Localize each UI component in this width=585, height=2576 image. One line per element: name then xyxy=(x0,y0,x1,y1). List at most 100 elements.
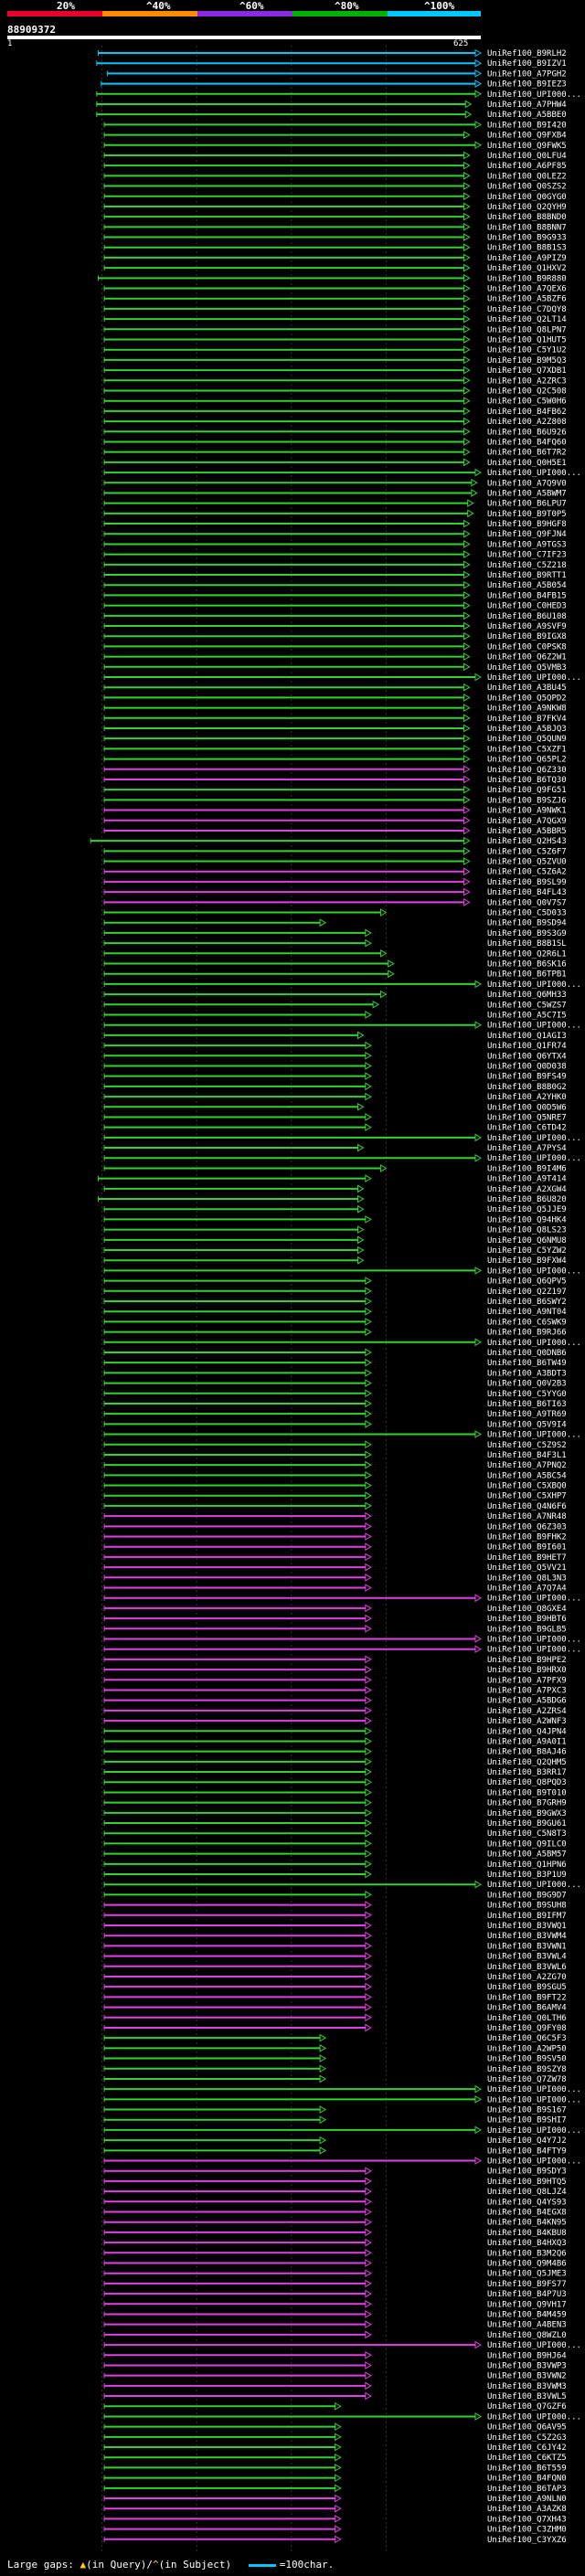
hit-label[interactable]: UniRef100_Q0H5E1 xyxy=(487,459,567,468)
hit-row[interactable]: UniRef100_A5BC54 xyxy=(103,1470,567,1480)
hit-label[interactable]: UniRef100_B4KBU8 xyxy=(487,2229,567,2238)
hit-label[interactable]: UniRef100_Q9M4B6 xyxy=(487,2259,567,2268)
hit-row[interactable]: UniRef100_A7Q9V0 xyxy=(103,478,567,488)
hit-label[interactable]: UniRef100_B9IFM7 xyxy=(487,1912,567,1921)
hit-row[interactable]: UniRef100_A7PFX9 xyxy=(103,1675,567,1685)
hit-label[interactable]: UniRef100_Q2QHM5 xyxy=(487,1758,567,1767)
hit-label[interactable]: UniRef100_A5BBR5 xyxy=(487,827,567,836)
hit-label[interactable]: UniRef100_C5Z9S2 xyxy=(487,1441,567,1450)
hit-label[interactable]: UniRef100_B9S3G9 xyxy=(487,929,567,938)
hit-label[interactable]: UniRef100_Q4JPN4 xyxy=(487,1727,567,1736)
hit-row[interactable]: UniRef100_Q65PL2 xyxy=(103,755,567,765)
hit-label[interactable]: UniRef100_A7PYS4 xyxy=(487,1144,567,1153)
hit-label[interactable]: UniRef100_C5W0H6 xyxy=(487,398,567,407)
hit-row[interactable]: UniRef100_UPI000... xyxy=(103,1338,581,1348)
hit-label[interactable]: UniRef100_B6TI63 xyxy=(487,1400,567,1409)
hit-row[interactable]: UniRef100_C7IF23 xyxy=(103,550,567,560)
hit-label[interactable]: UniRef100_A2YHK0 xyxy=(487,1093,567,1102)
hit-label[interactable]: UniRef100_B3VWQ1 xyxy=(487,1922,567,1931)
hit-label[interactable]: UniRef100_B9HGF8 xyxy=(487,520,567,529)
hit-row[interactable]: UniRef100_B4P7U3 xyxy=(103,2289,567,2299)
hit-label[interactable]: UniRef100_C7DQY8 xyxy=(487,305,567,314)
hit-label[interactable]: UniRef100_B4KN95 xyxy=(487,2219,567,2228)
hit-row[interactable]: UniRef100_C5Y1U2 xyxy=(103,345,567,355)
hit-row[interactable]: UniRef100_B3VWQ1 xyxy=(103,1921,567,1931)
hit-row[interactable]: UniRef100_C5YYG0 xyxy=(103,1389,567,1399)
hit-label[interactable]: UniRef100_A2WP50 xyxy=(487,2044,567,2053)
hit-row[interactable]: UniRef100_Q2Z197 xyxy=(103,1287,567,1297)
hit-label[interactable]: UniRef100_A7PFX9 xyxy=(487,1676,567,1685)
hit-label[interactable]: UniRef100_Q9VH17 xyxy=(487,2300,567,2309)
hit-label[interactable]: UniRef100_Q9FG51 xyxy=(487,786,567,795)
hit-label[interactable]: UniRef100_Q0SZS2 xyxy=(487,183,567,192)
hit-label[interactable]: UniRef100_B4EGX8 xyxy=(487,2209,567,2218)
hit-row[interactable]: UniRef100_C7DQY8 xyxy=(103,304,567,314)
hit-row[interactable]: UniRef100_B9I601 xyxy=(103,1542,567,1553)
hit-label[interactable]: UniRef100_B3P1U9 xyxy=(487,1871,567,1880)
hit-label[interactable]: UniRef100_C0PSK8 xyxy=(487,642,567,652)
hit-row[interactable]: UniRef100_B9IEZ3 xyxy=(101,80,567,90)
hit-label[interactable]: UniRef100_Q0LEZ2 xyxy=(487,172,567,181)
hit-row[interactable]: UniRef100_A7QEX6 xyxy=(103,284,567,294)
hit-label[interactable]: UniRef100_C5Z218 xyxy=(487,561,567,570)
hit-label[interactable]: UniRef100_Q0D038 xyxy=(487,1062,567,1071)
hit-label[interactable]: UniRef100_A9NT04 xyxy=(487,1308,567,1317)
hit-label[interactable]: UniRef100_Q1AGI3 xyxy=(487,1032,567,1041)
hit-row[interactable]: UniRef100_Q8PQD3 xyxy=(103,1777,567,1787)
hit-label[interactable]: UniRef100_A2WNF3 xyxy=(487,1717,567,1726)
hit-label[interactable]: UniRef100_B4FL43 xyxy=(487,888,567,897)
hit-label[interactable]: UniRef100_Q2R6L1 xyxy=(487,949,567,959)
hit-label[interactable]: UniRef100_B6T7R2 xyxy=(487,449,567,458)
hit-row[interactable]: UniRef100_B6SK16 xyxy=(103,959,567,970)
hit-row[interactable]: UniRef100_UPI000... xyxy=(103,673,581,683)
hit-label[interactable]: UniRef100_B7FKV4 xyxy=(487,715,567,724)
hit-row[interactable]: UniRef100_C5Z2G3 xyxy=(103,2433,567,2443)
hit-row[interactable]: UniRef100_B6TQ30 xyxy=(103,775,567,785)
hit-label[interactable]: UniRef100_Q0LFU4 xyxy=(487,152,567,161)
hit-label[interactable]: UniRef100_A7PXC3 xyxy=(487,1686,567,1695)
hit-row[interactable]: UniRef100_B9I4M6 xyxy=(103,1164,567,1173)
hit-row[interactable]: UniRef100_Q5JJE9 xyxy=(103,1204,567,1214)
hit-label[interactable]: UniRef100_C5Z6A2 xyxy=(487,868,567,877)
hit-row[interactable]: UniRef100_UPI000... xyxy=(103,2125,581,2136)
hit-row[interactable]: UniRef100_Q4N6F6 xyxy=(103,1501,567,1511)
hit-row[interactable]: UniRef100_Q4YS93 xyxy=(103,2197,567,2207)
hit-label[interactable]: UniRef100_B9SD94 xyxy=(487,919,567,928)
hit-label[interactable]: UniRef100_B9FXW4 xyxy=(487,1256,567,1266)
hit-row[interactable]: UniRef100_Q6MH33 xyxy=(103,990,567,1000)
hit-row[interactable]: UniRef100_Q8WZL0 xyxy=(103,2330,567,2340)
hit-row[interactable]: UniRef100_B9GLB5 xyxy=(103,1624,567,1634)
hit-label[interactable]: UniRef100_Q4N6F6 xyxy=(487,1502,567,1511)
hit-row[interactable]: UniRef100_Q0LFU4 xyxy=(103,151,567,161)
hit-label[interactable]: UniRef100_C3YXZ6 xyxy=(487,2536,567,2545)
hit-row[interactable]: UniRef100_Q9FJN4 xyxy=(103,529,567,539)
hit-label[interactable]: UniRef100_A2ZRC3 xyxy=(487,376,567,386)
hit-label[interactable]: UniRef100_Q8LJZ4 xyxy=(487,2188,567,2197)
hit-label[interactable]: UniRef100_C6SWK9 xyxy=(487,1318,567,1327)
hit-row[interactable]: UniRef100_A5BBR5 xyxy=(103,826,567,836)
hit-row[interactable]: UniRef100_B8B1SL xyxy=(103,938,567,949)
hit-label[interactable]: UniRef100_UPI000... xyxy=(487,2126,581,2136)
hit-label[interactable]: UniRef100_UPI000... xyxy=(487,1646,581,1655)
hit-row[interactable]: UniRef100_B9RLH2 xyxy=(97,48,567,58)
hit-row[interactable]: UniRef100_Q2QHM5 xyxy=(103,1757,567,1767)
hit-row[interactable]: UniRef100_A5BZF6 xyxy=(103,294,567,304)
hit-label[interactable]: UniRef100_B9SDY3 xyxy=(487,2168,567,2177)
hit-row[interactable]: UniRef100_UPI000... xyxy=(103,1635,581,1644)
hit-row[interactable]: UniRef100_A3BDT3 xyxy=(103,1369,567,1378)
hit-label[interactable]: UniRef100_A9NLN0 xyxy=(487,2495,567,2504)
hit-label[interactable]: UniRef100_C5WZS7 xyxy=(487,1001,567,1010)
hit-label[interactable]: UniRef100_B8B1SL xyxy=(487,939,567,949)
hit-row[interactable]: UniRef100_C6KTZ5 xyxy=(103,2453,567,2463)
hit-label[interactable]: UniRef100_A3BDT3 xyxy=(487,1369,567,1378)
hit-row[interactable]: UniRef100_B4FTY9 xyxy=(103,2146,567,2156)
hit-row[interactable]: UniRef100_A9A0I1 xyxy=(103,1737,567,1746)
hit-label[interactable]: UniRef100_A7NR48 xyxy=(487,1512,567,1521)
hit-row[interactable]: UniRef100_A7PXC3 xyxy=(103,1686,567,1695)
hit-row[interactable]: UniRef100_B9G9D7 xyxy=(103,1891,567,1900)
hit-label[interactable]: UniRef100_Q9FY08 xyxy=(487,2024,567,2033)
hit-label[interactable]: UniRef100_B4FB15 xyxy=(487,591,567,600)
hit-label[interactable]: UniRef100_Q1HXV2 xyxy=(487,264,567,273)
hit-label[interactable]: UniRef100_B9HBT6 xyxy=(487,1615,567,1624)
hit-row[interactable]: UniRef100_A6PF85 xyxy=(103,161,567,171)
